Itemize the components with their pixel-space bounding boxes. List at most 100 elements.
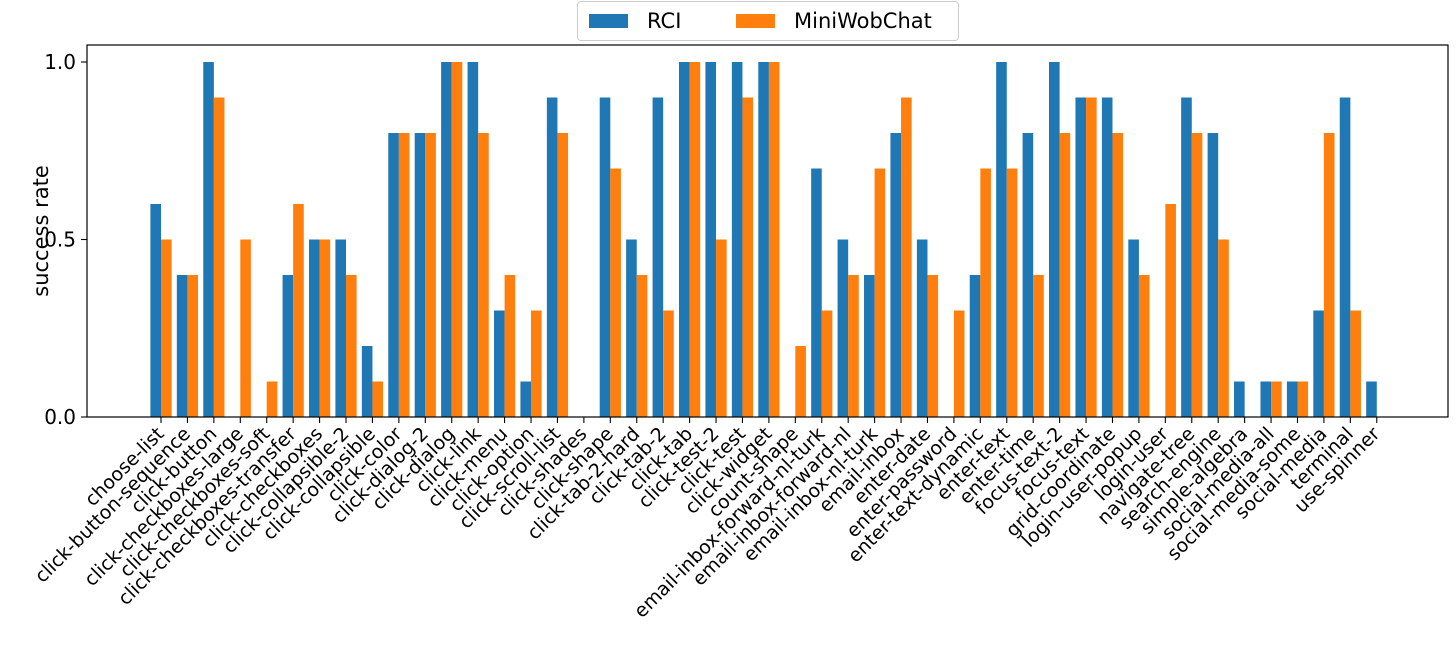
bar-miniwobchat-click-menu bbox=[504, 275, 516, 417]
bar-rci-click-checkboxes bbox=[308, 239, 320, 417]
bar-rci-click-button bbox=[203, 62, 214, 417]
bar-rci-click-button-sequence bbox=[176, 275, 188, 417]
y-tick-label: 0.0 bbox=[44, 405, 76, 429]
legend-swatch-miniwobchat bbox=[736, 14, 775, 28]
bar-miniwobchat-click-button bbox=[213, 97, 225, 417]
bar-rci-enter-date bbox=[916, 239, 928, 417]
bar-rci-click-color bbox=[388, 133, 399, 417]
bar-miniwobchat-enter-password bbox=[953, 310, 965, 417]
bar-miniwobchat-click-checkboxes-large bbox=[240, 239, 251, 417]
legend-item-rci: RCI bbox=[589, 9, 682, 33]
bar-rci-click-collapsible bbox=[361, 346, 373, 417]
bar-rci-search-engine bbox=[1207, 133, 1219, 417]
legend-swatch-rci bbox=[589, 14, 628, 28]
bar-miniwobchat-focus-text-2 bbox=[1059, 133, 1071, 417]
bar-miniwobchat-enter-text bbox=[1006, 168, 1018, 417]
bar-miniwobchat-click-tab-2 bbox=[663, 310, 674, 417]
bar-rci-click-shape bbox=[599, 97, 611, 417]
bar-miniwobchat-click-dialog bbox=[451, 62, 463, 417]
bar-rci-click-menu bbox=[493, 310, 505, 417]
bar-miniwobchat-navigate-tree bbox=[1191, 133, 1203, 417]
bar-rci-click-dialog bbox=[441, 62, 452, 417]
y-tick-label: 0.5 bbox=[44, 228, 76, 252]
bar-miniwobchat-email-inbox-nl-turk bbox=[874, 168, 886, 417]
bar-miniwobchat-enter-date bbox=[927, 275, 939, 417]
legend: RCI MiniWobChat bbox=[577, 1, 959, 41]
bar-rci-social-media-some bbox=[1286, 381, 1298, 417]
bar-rci-focus-text-2 bbox=[1049, 62, 1060, 417]
bar-miniwobchat-click-button-sequence bbox=[187, 275, 199, 417]
bar-rci-grid-coordinate bbox=[1101, 97, 1113, 417]
bar-rci-enter-text bbox=[996, 62, 1007, 417]
legend-label-miniwobchat: MiniWobChat bbox=[794, 9, 932, 33]
bar-rci-login-user-popup bbox=[1128, 239, 1139, 417]
bar-rci-navigate-tree bbox=[1181, 97, 1192, 417]
bar-rci-enter-time bbox=[1022, 133, 1034, 417]
bar-miniwobchat-search-engine bbox=[1218, 239, 1229, 417]
bar-miniwobchat-click-dialog-2 bbox=[425, 133, 436, 417]
bar-miniwobchat-login-user bbox=[1165, 204, 1176, 417]
bar-miniwobchat-email-inbox-forward-nl bbox=[848, 275, 859, 417]
bar-miniwobchat-click-tab-2-hard bbox=[636, 275, 648, 417]
y-axis-label: success rate bbox=[29, 165, 53, 296]
bar-rci-focus-text bbox=[1075, 97, 1087, 417]
bar-rci-enter-text-dynamic bbox=[969, 275, 981, 417]
bar-miniwobchat-terminal bbox=[1350, 310, 1361, 417]
bar-rci-email-inbox-nl-turk bbox=[864, 275, 875, 417]
bar-miniwobchat-grid-coordinate bbox=[1112, 133, 1124, 417]
bar-rci-email-inbox bbox=[890, 133, 902, 417]
bar-rci-social-media bbox=[1313, 310, 1324, 417]
y-tick-label: 1.0 bbox=[44, 50, 76, 74]
y-axis: 0.0 0.5 1.0 bbox=[44, 50, 87, 429]
bar-miniwobchat-click-link bbox=[478, 133, 489, 417]
bar-miniwobchat-choose-list bbox=[161, 239, 172, 417]
bar-rci-click-scroll-list bbox=[546, 97, 558, 417]
bar-miniwobchat-social-media bbox=[1323, 133, 1335, 417]
bar-rci-click-dialog-2 bbox=[414, 133, 426, 417]
bar-rci-click-tab bbox=[679, 62, 690, 417]
legend-item-miniwobchat: MiniWobChat bbox=[736, 9, 932, 33]
x-axis: choose-listclick-button-sequenceclick-bu… bbox=[31, 417, 1384, 622]
bar-rci-choose-list bbox=[150, 204, 161, 417]
bar-miniwobchat-click-scroll-list bbox=[557, 133, 569, 417]
plot-frame bbox=[86, 44, 1449, 418]
bar-rci-click-option bbox=[520, 381, 532, 417]
bar-rci-click-checkboxes-transfer bbox=[282, 275, 294, 417]
bar-miniwobchat-click-checkboxes-soft bbox=[266, 381, 278, 417]
bar-miniwobchat-click-tab bbox=[689, 62, 701, 417]
bar-miniwobchat-click-checkboxes-transfer bbox=[293, 204, 304, 417]
bar-miniwobchat-click-collapsible-2 bbox=[346, 275, 357, 417]
bar-rci-click-link bbox=[467, 62, 479, 417]
bar-miniwobchat-click-shape bbox=[610, 168, 621, 417]
bar-rci-click-tab-2 bbox=[652, 97, 664, 417]
bar-rci-click-test-2 bbox=[705, 62, 717, 417]
bar-miniwobchat-login-user-popup bbox=[1138, 275, 1150, 417]
bar-miniwobchat-click-checkboxes bbox=[319, 239, 331, 417]
bars-group bbox=[150, 62, 1377, 417]
bar-rci-terminal bbox=[1339, 97, 1351, 417]
bar-rci-click-tab-2-hard bbox=[626, 239, 637, 417]
bar-miniwobchat-enter-time bbox=[1033, 275, 1044, 417]
legend-label-rci: RCI bbox=[647, 9, 682, 33]
bar-miniwobchat-click-option bbox=[531, 310, 542, 417]
bar-miniwobchat-click-test-2 bbox=[716, 239, 727, 417]
bar-miniwobchat-email-inbox bbox=[901, 97, 912, 417]
bar-miniwobchat-count-shape bbox=[795, 346, 806, 417]
bar-miniwobchat-click-collapsible bbox=[372, 381, 384, 417]
bar-miniwobchat-click-widget bbox=[768, 62, 780, 417]
bar-rci-email-inbox-forward-nl-turk bbox=[811, 168, 822, 417]
bar-miniwobchat-focus-text bbox=[1086, 97, 1097, 417]
bar-rci-email-inbox-forward-nl bbox=[837, 239, 849, 417]
bar-rci-use-spinner bbox=[1366, 381, 1377, 417]
bar-miniwobchat-click-test bbox=[742, 97, 754, 417]
bar-rci-click-test bbox=[731, 62, 743, 417]
bar-rci-social-media-all bbox=[1260, 381, 1272, 417]
bar-miniwobchat-social-media-all bbox=[1271, 381, 1282, 417]
bar-miniwobchat-click-color bbox=[398, 133, 410, 417]
bar-miniwobchat-enter-text-dynamic bbox=[980, 168, 991, 417]
bar-miniwobchat-email-inbox-forward-nl-turk bbox=[821, 310, 833, 417]
bar-rci-click-collapsible-2 bbox=[335, 239, 347, 417]
bar-miniwobchat-social-media-some bbox=[1297, 381, 1309, 417]
bar-rci-simple-algebra bbox=[1234, 381, 1245, 417]
